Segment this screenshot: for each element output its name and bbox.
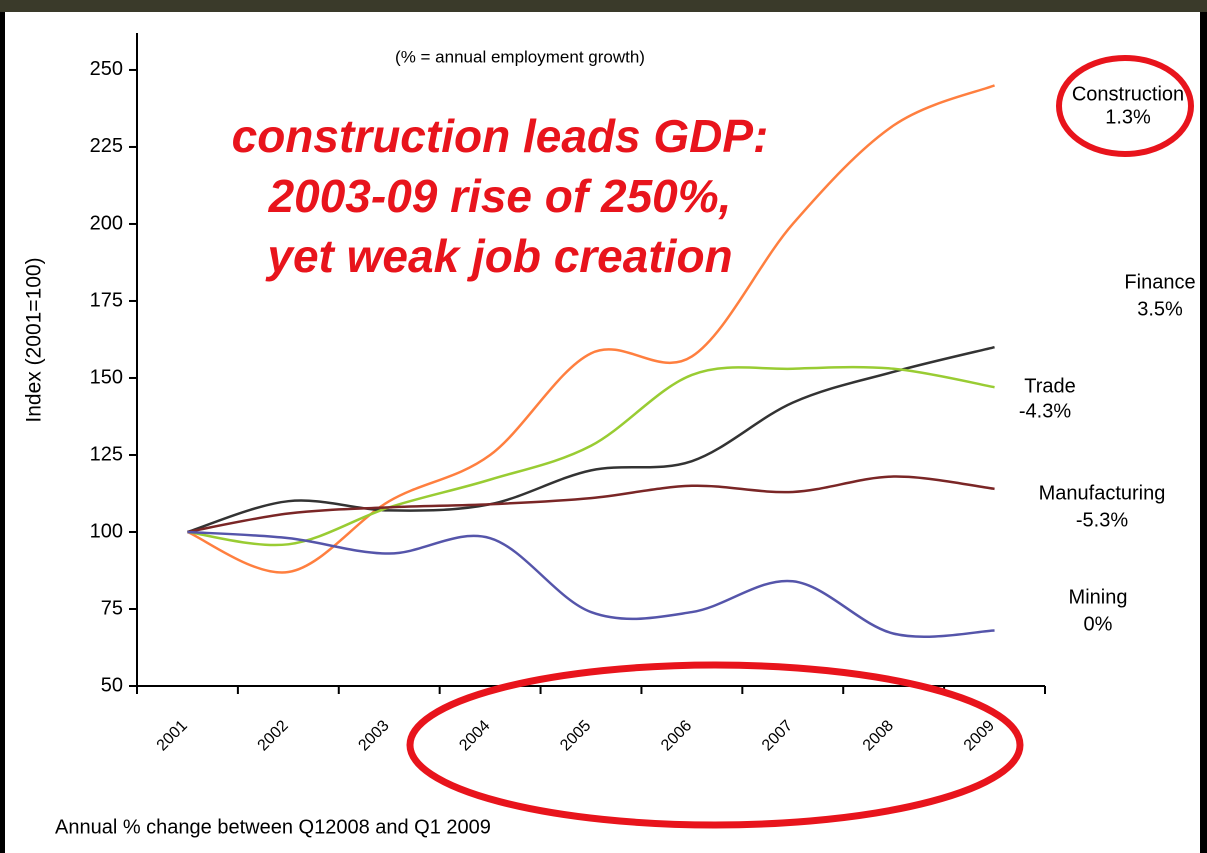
series-growth: 1.3%: [1105, 106, 1151, 128]
highlight-ellipse: [1056, 55, 1194, 157]
series-line: [186, 84, 996, 574]
series-growth: 0%: [1084, 613, 1113, 635]
series-line: [187, 530, 995, 638]
y-tick-label: 250: [90, 58, 123, 80]
series-label: Construction: [1072, 83, 1184, 105]
series-label: Mining: [1069, 586, 1128, 608]
series-growth: -4.3%: [1019, 400, 1071, 422]
highlight-ellipse: [406, 661, 1024, 829]
series-label: Trade: [1024, 375, 1076, 397]
annotation-line: 2003-09 rise of 250%,: [268, 170, 732, 222]
series-growth: 3.5%: [1137, 298, 1183, 320]
y-tick-label: 200: [90, 212, 123, 234]
y-axis-label: Index (2001=100): [23, 257, 46, 422]
series-label: Manufacturing: [1039, 482, 1166, 504]
series-line: [187, 365, 995, 547]
series-line: [187, 475, 995, 534]
y-tick-label: 75: [101, 597, 123, 619]
footer: Annual % change between Q12008 and Q1 20…: [55, 816, 491, 838]
y-tick-label: 125: [90, 443, 123, 465]
y-tick-label: 175: [90, 289, 123, 311]
subtitle: (% = annual employment growth): [395, 47, 645, 66]
series-line: [187, 345, 995, 534]
annotation-line: construction leads GDP:: [232, 110, 769, 162]
y-tick-label: 150: [90, 366, 123, 388]
series-label: Finance: [1124, 271, 1195, 293]
annotation: construction leads GDP: 2003-09 rise of …: [232, 110, 769, 282]
top-strip: [0, 0, 1207, 12]
y-tick-label: 225: [90, 135, 123, 157]
chart-background: [5, 12, 1200, 853]
annotation-line: yet weak job creation: [265, 230, 732, 282]
y-tick-label: 100: [90, 520, 123, 542]
series-growth: -5.3%: [1076, 509, 1128, 531]
y-tick-label: 50: [101, 674, 123, 696]
